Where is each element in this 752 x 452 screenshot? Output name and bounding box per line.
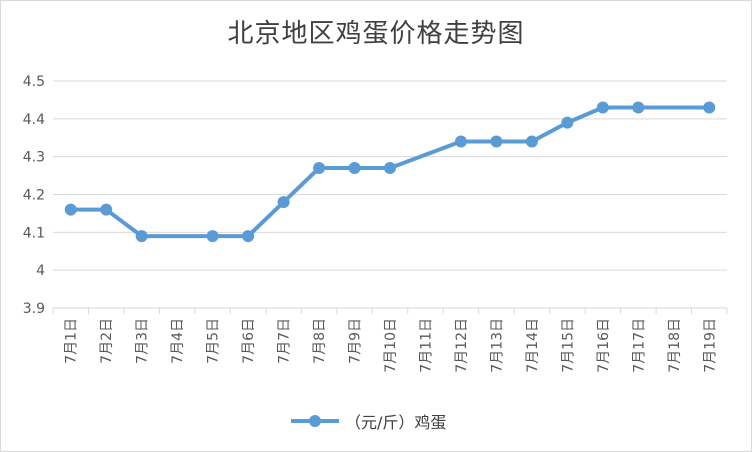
data-point <box>100 203 113 216</box>
y-tick-label: 4.5 <box>23 74 45 90</box>
data-point <box>313 162 326 175</box>
legend-marker <box>291 411 339 431</box>
data-point <box>348 162 361 175</box>
y-tick-label: 3.9 <box>23 301 45 317</box>
data-point <box>596 101 609 114</box>
data-point <box>242 230 255 243</box>
x-tick-label: 7月4日 <box>170 318 186 364</box>
data-point <box>454 135 467 148</box>
y-tick-label: 4.3 <box>23 150 45 166</box>
data-point <box>277 196 290 209</box>
x-tick-label: 7月2日 <box>99 318 115 364</box>
x-tick-label: 7月8日 <box>312 318 328 364</box>
y-tick-label: 4.2 <box>23 188 45 204</box>
x-tick-label: 7月1日 <box>64 318 80 364</box>
x-tick-label: 7月9日 <box>348 318 364 364</box>
data-point <box>703 101 716 114</box>
y-tick-label: 4.1 <box>23 225 45 241</box>
series-line <box>70 105 710 239</box>
data-point <box>525 135 538 148</box>
y-tick-label: 4 <box>36 263 45 279</box>
data-point <box>561 116 574 129</box>
x-tick-label: 7月13日 <box>489 318 505 373</box>
x-tick-label: 7月5日 <box>206 318 222 364</box>
data-point <box>206 230 219 243</box>
x-tick-label: 7月18日 <box>667 318 683 373</box>
legend-label: （元/斤）鸡蛋 <box>345 413 447 432</box>
data-point <box>384 162 396 175</box>
chart-title: 北京地区鸡蛋价格走势图 <box>227 19 525 49</box>
x-tick-label: 7月12日 <box>454 318 470 373</box>
x-tick-label: 7月11日 <box>418 318 434 373</box>
x-tick-label: 7月19日 <box>702 318 718 373</box>
x-tick-label: 7月15日 <box>560 318 576 373</box>
data-point <box>135 230 148 243</box>
data-point <box>632 101 645 114</box>
data-point <box>490 135 503 148</box>
x-tick-label: 7月10日 <box>383 318 399 373</box>
data-point <box>64 203 77 216</box>
y-tick-label: 4.4 <box>23 112 45 128</box>
x-tick-label: 7月3日 <box>135 318 151 364</box>
x-tick-label: 7月14日 <box>525 318 541 373</box>
x-tick-label: 7月7日 <box>277 318 293 364</box>
x-tick-label: 7月16日 <box>596 318 612 373</box>
x-tick-label: 7月17日 <box>631 318 647 373</box>
x-tick-label: 7月6日 <box>241 318 257 364</box>
legend: （元/斤）鸡蛋 <box>291 409 446 433</box>
